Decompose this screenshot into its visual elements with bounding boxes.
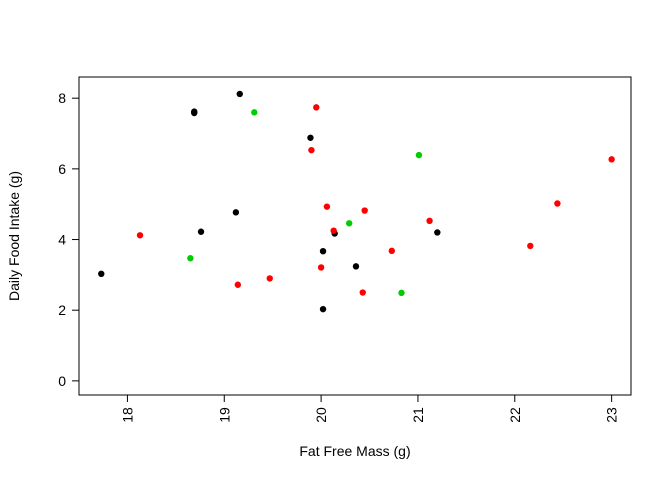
data-point-black	[197, 228, 205, 235]
data-point-red	[234, 281, 242, 288]
y-axis-title: Daily Food Intake (g)	[6, 171, 22, 301]
data-point-red	[317, 264, 325, 271]
x-tick-label: 22	[507, 407, 523, 423]
data-point-red	[313, 104, 320, 111]
y-tick-label: 8	[58, 90, 66, 106]
data-point-black	[307, 134, 314, 141]
x-axis: 18 19 20 21 22 23	[119, 394, 620, 423]
y-tick-label: 2	[58, 302, 66, 318]
data-point-red	[308, 146, 315, 154]
data-point-green	[345, 220, 353, 227]
data-point-green	[187, 255, 194, 262]
y-tick-label: 0	[58, 373, 66, 389]
data-point-red	[527, 242, 534, 250]
x-tick-label: 20	[313, 407, 329, 423]
x-tick-label: 18	[119, 407, 135, 423]
data-point-red	[554, 200, 561, 207]
data-point-red	[608, 156, 615, 163]
data-point-red	[323, 203, 331, 210]
x-tick-label: 23	[604, 407, 620, 423]
data-point-green	[415, 151, 423, 159]
x-tick-label: 21	[410, 407, 426, 423]
data-points	[98, 90, 615, 313]
x-axis-title: Fat Free Mass (g)	[299, 443, 410, 459]
data-point-black	[98, 270, 105, 278]
data-point-red	[426, 217, 433, 225]
y-axis: 0 2 4 6 8	[58, 90, 80, 389]
data-point-black	[191, 109, 198, 117]
data-point-green	[398, 289, 405, 297]
data-point-black	[434, 229, 441, 236]
data-point-black	[236, 90, 243, 98]
data-point-black	[319, 247, 327, 255]
y-tick-label: 4	[58, 232, 66, 248]
data-point-red	[359, 289, 366, 296]
data-point-red	[388, 247, 395, 255]
data-point-black	[232, 209, 240, 216]
y-tick-label: 6	[58, 161, 66, 177]
data-point-red	[136, 232, 144, 239]
plot-frame	[78, 76, 632, 396]
x-tick-label: 19	[216, 407, 232, 423]
data-point-green	[251, 109, 258, 116]
data-point-black	[352, 263, 360, 270]
data-point-red	[266, 275, 273, 282]
data-point-red	[330, 227, 337, 234]
data-point-red	[361, 207, 368, 214]
data-point-black	[319, 305, 327, 313]
